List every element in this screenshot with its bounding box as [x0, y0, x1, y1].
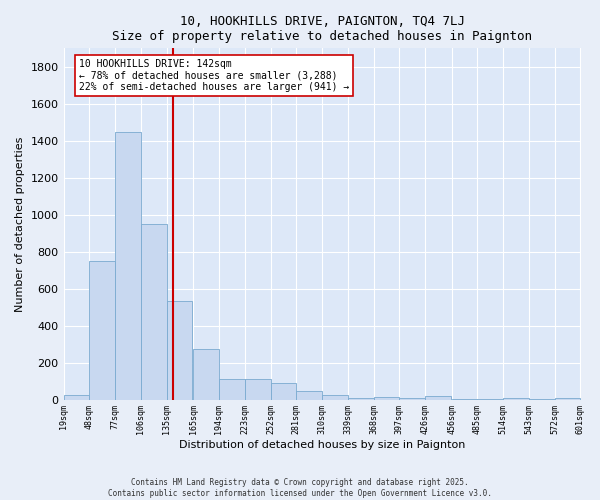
- Bar: [322, 395, 348, 400]
- Bar: [141, 224, 167, 400]
- Bar: [348, 398, 374, 400]
- Bar: [555, 398, 580, 400]
- Bar: [529, 398, 555, 400]
- Title: 10, HOOKHILLS DRIVE, PAIGNTON, TQ4 7LJ
Size of property relative to detached hou: 10, HOOKHILLS DRIVE, PAIGNTON, TQ4 7LJ S…: [112, 15, 532, 43]
- Text: Contains HM Land Registry data © Crown copyright and database right 2025.
Contai: Contains HM Land Registry data © Crown c…: [108, 478, 492, 498]
- Bar: [193, 348, 219, 400]
- Bar: [167, 300, 193, 400]
- Bar: [271, 383, 296, 400]
- Text: 10 HOOKHILLS DRIVE: 142sqm
← 78% of detached houses are smaller (3,288)
22% of s: 10 HOOKHILLS DRIVE: 142sqm ← 78% of deta…: [79, 59, 349, 92]
- Y-axis label: Number of detached properties: Number of detached properties: [15, 136, 25, 312]
- Bar: [89, 261, 115, 400]
- Bar: [399, 398, 425, 400]
- Bar: [64, 395, 89, 400]
- Bar: [452, 398, 478, 400]
- X-axis label: Distribution of detached houses by size in Paignton: Distribution of detached houses by size …: [179, 440, 465, 450]
- Bar: [478, 398, 503, 400]
- Bar: [503, 398, 529, 400]
- Bar: [245, 379, 271, 400]
- Bar: [425, 396, 451, 400]
- Bar: [219, 379, 245, 400]
- Bar: [374, 397, 399, 400]
- Bar: [115, 132, 141, 400]
- Bar: [296, 392, 322, 400]
